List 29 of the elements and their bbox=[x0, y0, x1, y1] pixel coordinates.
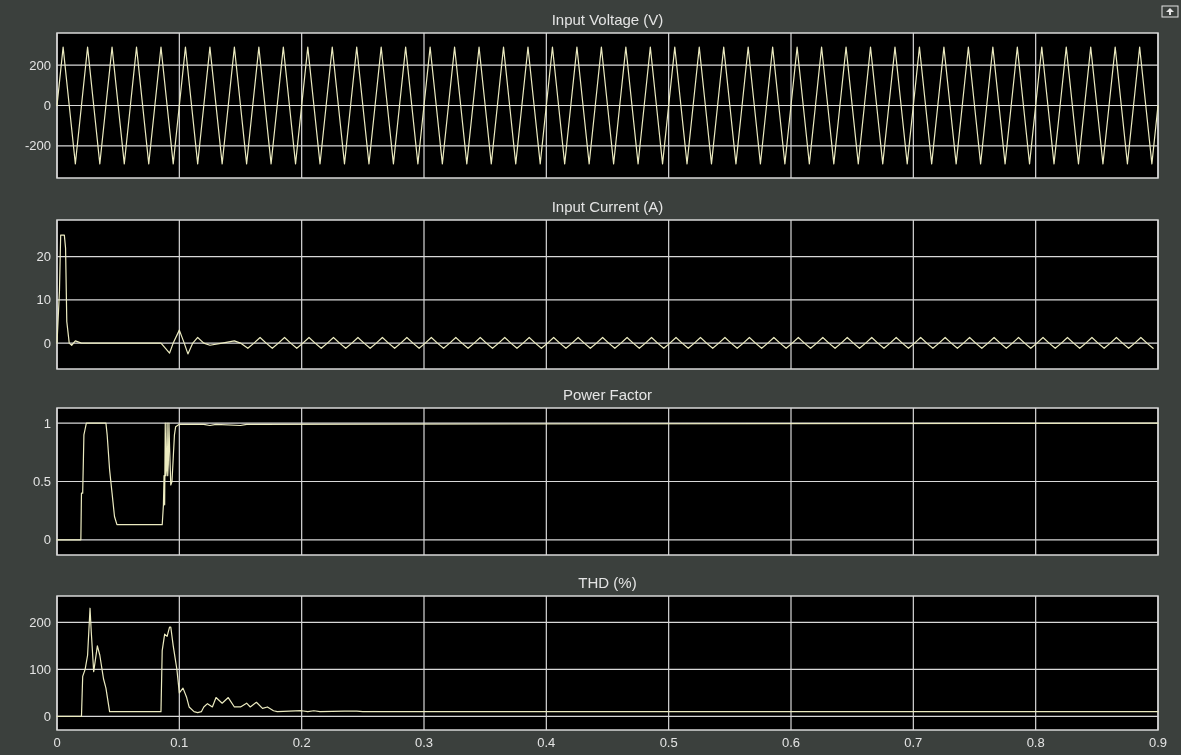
y-tick-label: 0 bbox=[43, 532, 51, 548]
x-tick-label: 0.3 bbox=[414, 735, 434, 750]
y-tick-label: 0.5 bbox=[32, 474, 51, 490]
y-tick-label: -200 bbox=[24, 138, 51, 154]
x-tick-label: 0.6 bbox=[781, 735, 801, 750]
y-tick-label: 20 bbox=[36, 249, 51, 265]
chart-title: THD (%) bbox=[578, 574, 637, 591]
x-tick-label: 0.4 bbox=[537, 735, 556, 750]
line-series bbox=[56, 607, 1159, 717]
x-tick-label: 0 bbox=[53, 735, 61, 750]
chart-title: Input Voltage (V) bbox=[551, 11, 664, 28]
y-tick-label: 200 bbox=[29, 57, 51, 73]
x-tick-label: 0.7 bbox=[904, 735, 923, 750]
y-tick-label: 200 bbox=[29, 614, 51, 630]
chart-title: Input Current (A) bbox=[551, 198, 664, 215]
y-tick-label: 10 bbox=[36, 292, 51, 308]
y-tick-label: 0 bbox=[43, 98, 51, 114]
y-tick-label: 1 bbox=[43, 415, 51, 431]
x-tick-label: 0.5 bbox=[659, 735, 678, 750]
y-tick-label: 0 bbox=[43, 335, 51, 351]
x-tick-label: 0.1 bbox=[170, 735, 189, 750]
y-tick-label: 0 bbox=[43, 708, 51, 724]
line-series bbox=[56, 422, 1159, 541]
line-series bbox=[56, 234, 1154, 355]
y-tick-label: 100 bbox=[29, 661, 51, 677]
x-tick-label: 0.9 bbox=[1148, 735, 1168, 750]
chart-title: Power Factor bbox=[562, 386, 653, 403]
x-tick-label: 0.8 bbox=[1026, 735, 1045, 750]
x-tick-label: 0.2 bbox=[292, 735, 311, 750]
